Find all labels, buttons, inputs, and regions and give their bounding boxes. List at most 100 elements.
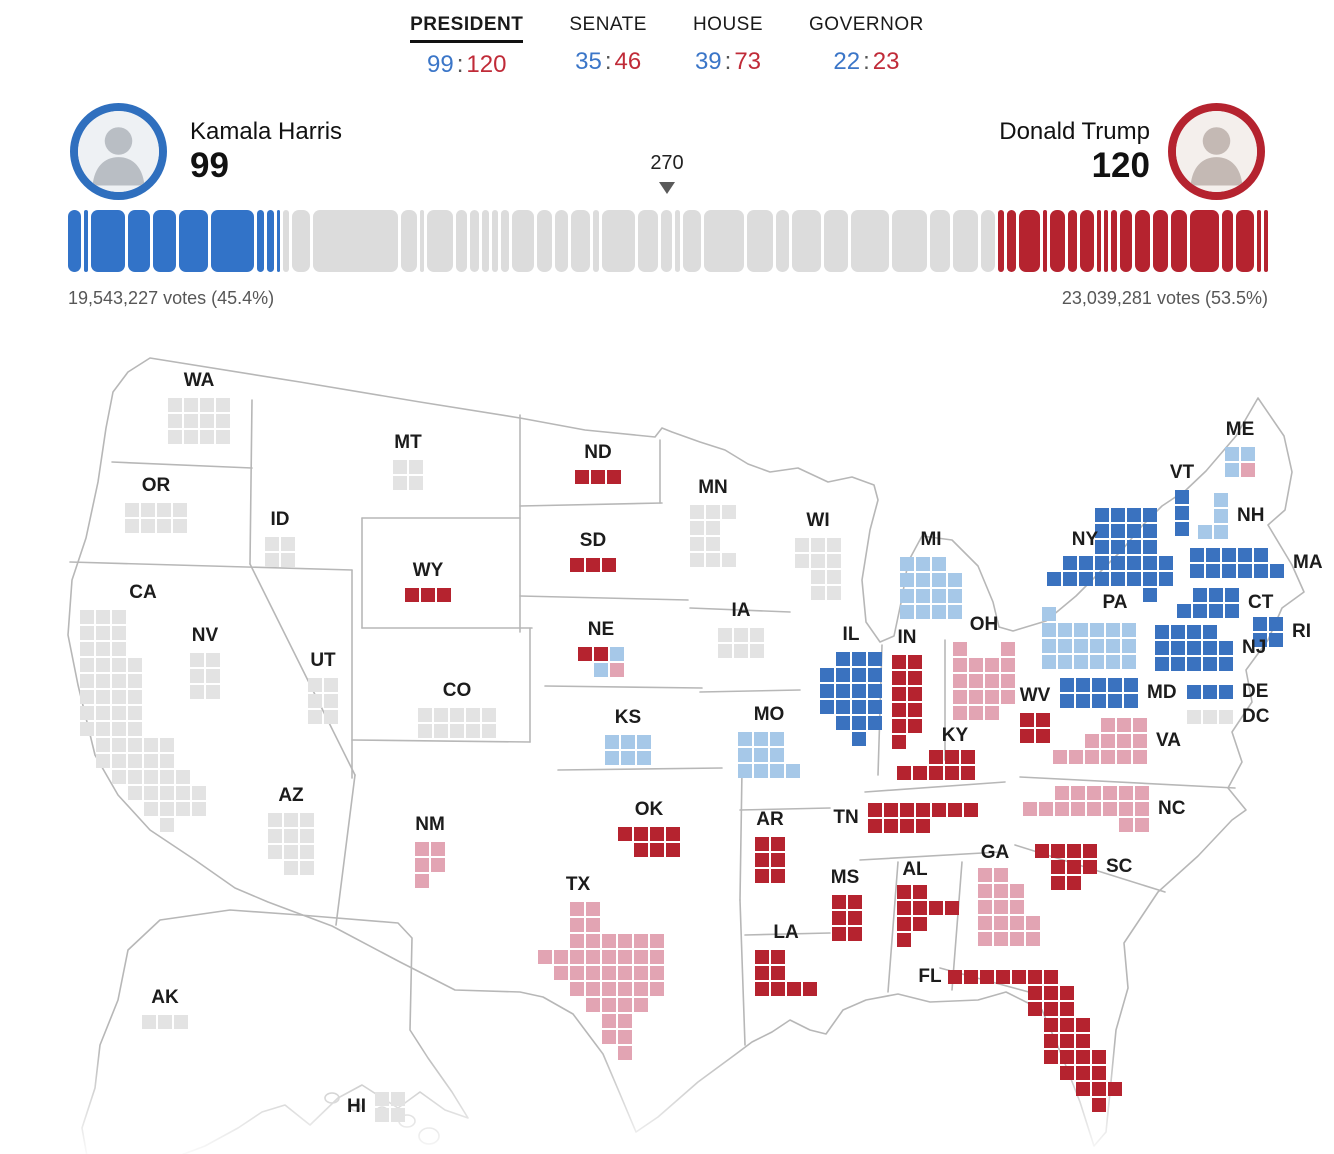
state-mo[interactable]: MO <box>738 704 800 778</box>
ev-square <box>216 398 230 412</box>
ev-square <box>994 884 1008 898</box>
tab-house[interactable]: HOUSE 39:73 <box>693 14 763 79</box>
state-mt[interactable]: MT <box>393 432 423 490</box>
state-label-va: VA <box>1156 730 1181 751</box>
state-id[interactable]: ID <box>265 509 295 567</box>
ev-square <box>771 966 785 980</box>
state-de[interactable]: DE <box>1187 681 1268 702</box>
state-nd[interactable]: ND <box>575 442 621 484</box>
ev-square <box>1219 641 1233 655</box>
state-co[interactable]: CO <box>418 680 496 738</box>
state-sc[interactable]: SC <box>1035 844 1132 890</box>
state-pa[interactable]: PA <box>1042 592 1136 669</box>
ev-square <box>771 837 785 851</box>
ev-square <box>832 911 846 925</box>
state-ky[interactable]: KY <box>897 725 975 780</box>
ev-square <box>1023 802 1037 816</box>
state-wi[interactable]: WI <box>795 510 841 600</box>
ev-square <box>836 652 850 666</box>
ev-square <box>80 722 94 736</box>
state-in[interactable]: IN <box>892 627 922 749</box>
state-ok[interactable]: OK <box>618 799 680 857</box>
state-oh[interactable]: OH <box>953 614 1015 720</box>
state-nc[interactable]: NC <box>1023 786 1185 832</box>
state-dc[interactable]: DC <box>1187 706 1269 727</box>
state-hi[interactable]: HI <box>347 1092 405 1122</box>
state-wa[interactable]: WA <box>168 370 230 444</box>
trump-avatar <box>1168 103 1265 200</box>
ev-square <box>125 519 139 533</box>
state-al[interactable]: AL <box>897 859 959 947</box>
ev-square <box>666 827 680 841</box>
ev-square <box>1060 678 1074 692</box>
ev-square <box>1175 490 1189 504</box>
tab-score: 99:120 <box>427 51 507 78</box>
bar-segment-rep <box>1264 210 1269 272</box>
state-label-tn: TN <box>833 807 859 828</box>
state-ms[interactable]: MS <box>831 867 862 941</box>
ev-square <box>913 917 927 931</box>
state-sd[interactable]: SD <box>570 530 616 572</box>
ev-square <box>1060 1050 1074 1064</box>
ev-square <box>852 684 866 698</box>
state-ga[interactable]: GA <box>978 842 1040 946</box>
state-vt[interactable]: VT <box>1170 462 1194 536</box>
state-wy[interactable]: WY <box>405 560 451 602</box>
state-ne[interactable]: NE <box>578 619 624 677</box>
state-md[interactable]: MD <box>1060 678 1177 708</box>
ev-square <box>650 950 664 964</box>
state-nj[interactable]: NJ <box>1155 625 1266 671</box>
state-ut[interactable]: UT <box>308 650 338 724</box>
state-nm[interactable]: NM <box>415 814 445 888</box>
state-nv[interactable]: NV <box>190 625 220 699</box>
tab-president[interactable]: PRESIDENT 99:120 <box>410 14 524 79</box>
state-tn[interactable]: TN <box>833 803 978 833</box>
state-az[interactable]: AZ <box>268 785 314 875</box>
state-label-az: AZ <box>278 785 304 806</box>
state-ri[interactable]: RI <box>1253 617 1311 647</box>
tab-governor[interactable]: GOVERNOR 22:23 <box>809 14 924 79</box>
state-or[interactable]: OR <box>125 475 187 533</box>
state-ma[interactable]: MA <box>1190 548 1323 578</box>
bar-segment-uncalled <box>283 210 290 272</box>
ev-square <box>978 884 992 898</box>
ev-square <box>206 669 220 683</box>
ev-square <box>1108 678 1122 692</box>
ev-square <box>1225 604 1239 618</box>
ev-square <box>1122 623 1136 637</box>
ev-square <box>900 589 914 603</box>
state-tx[interactable]: TX <box>538 874 664 1060</box>
ev-square <box>978 916 992 930</box>
tab-senate[interactable]: SENATE 35:46 <box>569 14 647 79</box>
ev-square <box>160 770 174 784</box>
ev-square <box>1058 655 1072 669</box>
state-ak[interactable]: AK <box>142 987 188 1029</box>
state-wv[interactable]: WV <box>1020 685 1050 743</box>
bar-segment-dem <box>179 210 209 272</box>
state-va[interactable]: VA <box>1053 718 1181 764</box>
state-il[interactable]: IL <box>820 624 882 746</box>
state-ks[interactable]: KS <box>605 707 651 765</box>
electoral-vote-bar[interactable] <box>68 210 1269 272</box>
state-fl[interactable]: FL <box>918 966 1122 1112</box>
ev-square <box>96 706 110 720</box>
state-mi[interactable]: MI <box>900 529 962 619</box>
ev-square <box>706 521 720 535</box>
state-ia[interactable]: IA <box>718 600 764 658</box>
state-ct[interactable]: CT <box>1177 588 1273 618</box>
state-nh[interactable]: NH <box>1198 493 1264 539</box>
state-ar[interactable]: AR <box>755 809 785 883</box>
ev-square <box>1076 694 1090 708</box>
bar-segment-rep <box>1257 210 1262 272</box>
state-ny[interactable]: NY <box>1047 508 1173 602</box>
ev-square <box>602 998 616 1012</box>
state-label-ks: KS <box>614 707 642 728</box>
ev-square <box>1101 718 1115 732</box>
state-la[interactable]: LA <box>755 922 817 996</box>
ev-square <box>771 853 785 867</box>
state-me[interactable]: ME <box>1225 419 1255 477</box>
state-mn[interactable]: MN <box>690 477 736 567</box>
ev-square <box>1269 617 1283 631</box>
ev-square <box>868 803 882 817</box>
state-ca[interactable]: CA <box>80 582 206 832</box>
